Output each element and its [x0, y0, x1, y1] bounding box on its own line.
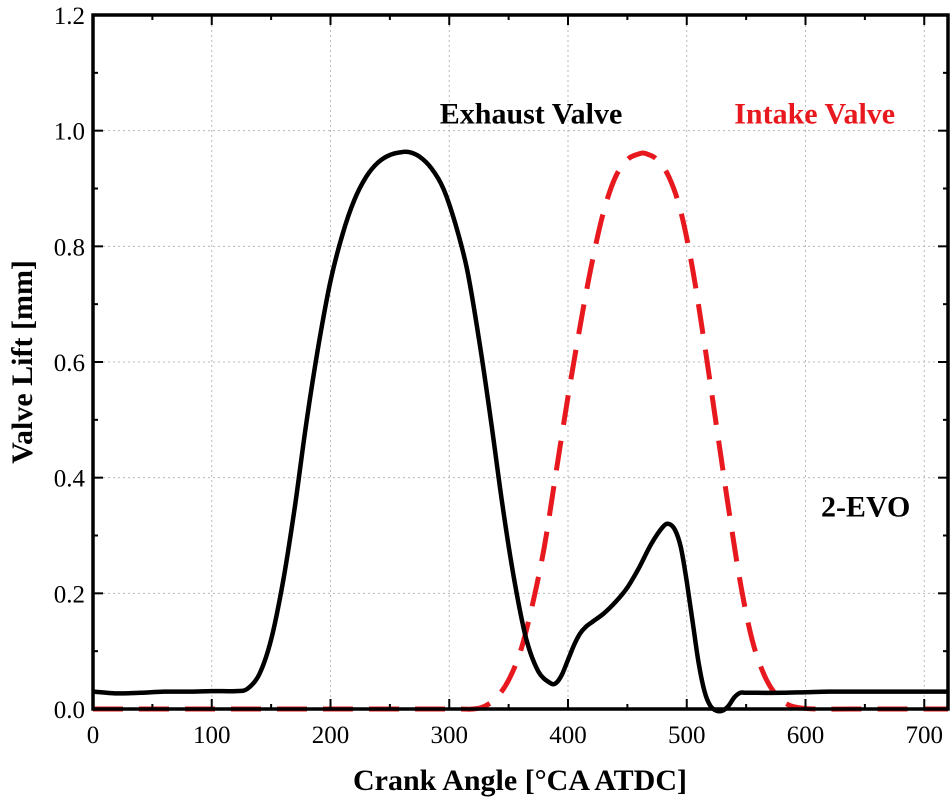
- annotation-intake-valve: Intake Valve: [734, 97, 895, 130]
- y-tick-label: 0.8: [54, 234, 85, 261]
- y-axis-title: Valve Lift [mm]: [6, 260, 39, 464]
- y-tick-label: 0.4: [54, 466, 86, 493]
- series-layer: [92, 149, 948, 714]
- tick-labels: 0 100 200 300 400 500 600 700 0.0 0.2 0.4 0.6 0.8 1.0…: [54, 3, 943, 749]
- x-tick-label: 100: [193, 722, 231, 749]
- y-tick-label: 0.0: [54, 697, 85, 724]
- series-line-exhaust-valve: [92, 149, 948, 714]
- x-axis-title: Crank Angle [°CA ATDC]: [353, 764, 687, 797]
- x-tick-label: 600: [787, 722, 825, 749]
- annotation-2-evo: 2-EVO: [821, 491, 910, 524]
- y-tick-label: 1.2: [54, 3, 85, 30]
- grid: [93, 15, 948, 709]
- annotations: Exhaust Valve Intake Valve 2-EVO: [440, 97, 911, 523]
- y-tick-label: 0.2: [54, 581, 85, 608]
- x-tick-label: 700: [906, 722, 944, 749]
- x-tick-label: 0: [87, 722, 100, 749]
- series-line-intake-valve: [93, 150, 948, 712]
- annotation-exhaust-valve: Exhaust Valve: [440, 97, 623, 130]
- x-tick-label: 200: [312, 722, 350, 749]
- x-tick-label: 300: [431, 722, 469, 749]
- y-tick-label: 0.6: [54, 350, 85, 377]
- x-tick-label: 500: [668, 722, 706, 749]
- y-tick-label: 1.0: [54, 119, 85, 146]
- x-tick-label: 400: [549, 722, 587, 749]
- ticks: [92, 14, 948, 710]
